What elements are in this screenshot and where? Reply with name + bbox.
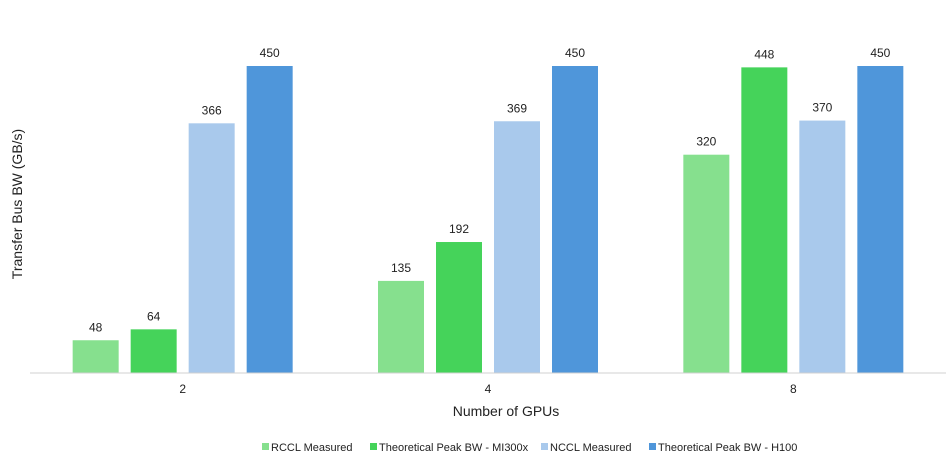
bar xyxy=(246,66,293,373)
bar xyxy=(857,66,904,373)
data-label: 48 xyxy=(89,320,103,334)
bar xyxy=(741,67,788,373)
bar xyxy=(683,154,730,373)
bar xyxy=(72,340,119,373)
data-label: 135 xyxy=(391,261,411,275)
legend-swatch xyxy=(541,443,548,450)
legend: RCCL Measured Theoretical Peak BW - MI300… xyxy=(262,442,797,454)
legend-label: NCCL Measured xyxy=(550,442,632,454)
bar xyxy=(436,242,482,373)
data-label: 450 xyxy=(565,46,585,60)
x-tick-label: 4 xyxy=(485,382,492,396)
legend-swatch xyxy=(649,443,656,450)
bar xyxy=(494,121,540,373)
legend-label: RCCL Measured xyxy=(271,442,353,454)
x-tick-label: 2 xyxy=(179,382,186,396)
x-axis-label: Number of GPUs xyxy=(453,403,560,419)
bar xyxy=(378,280,424,373)
data-label: 448 xyxy=(754,47,774,61)
data-label: 366 xyxy=(202,103,222,117)
bar xyxy=(130,329,177,373)
data-label: 320 xyxy=(696,135,716,149)
legend-label: Theoretical Peak BW - MI300x xyxy=(379,442,529,454)
data-label: 450 xyxy=(260,46,280,60)
bar xyxy=(552,66,598,373)
bar xyxy=(799,120,846,373)
data-label: 192 xyxy=(449,222,469,236)
bar xyxy=(188,123,235,373)
x-tick-label: 8 xyxy=(790,382,797,396)
data-label: 64 xyxy=(147,309,161,323)
legend-swatch xyxy=(262,443,269,450)
data-label: 369 xyxy=(507,101,527,115)
legend-label: Theoretical Peak BW - H100 xyxy=(658,442,797,454)
data-label: 450 xyxy=(870,46,890,60)
y-axis-label: Transfer Bus BW (GB/s) xyxy=(9,129,25,279)
legend-swatch xyxy=(370,443,377,450)
plot-area: 48 64 366 450 2 135 192 369 450 4 320 448 370 450 8 xyxy=(30,46,946,396)
data-label: 370 xyxy=(812,101,832,115)
